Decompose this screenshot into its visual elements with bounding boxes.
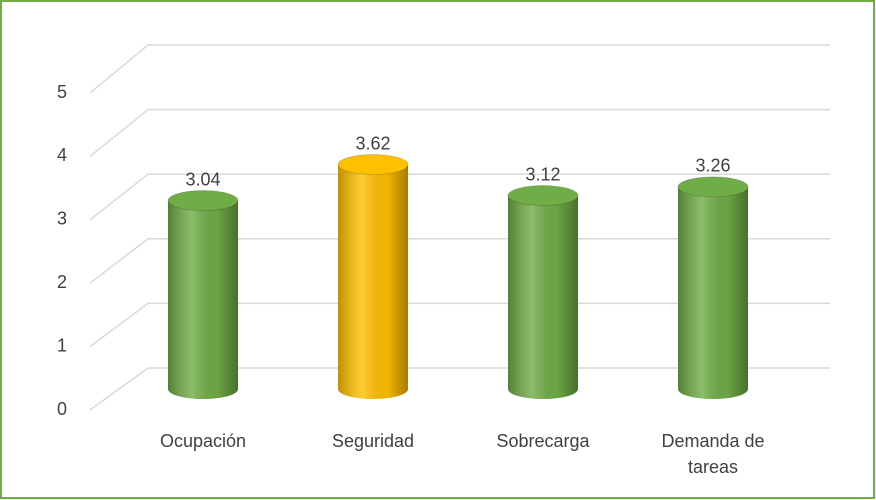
bar-shade	[508, 195, 578, 399]
y-tick-label: 4	[57, 145, 67, 165]
bar-shade	[338, 164, 408, 399]
x-tick-label: Demanda de tareas	[661, 431, 764, 477]
bar-top	[337, 154, 409, 176]
grid-line	[89, 108, 830, 157]
bar-top	[167, 190, 239, 212]
y-tick-label: 2	[57, 272, 67, 292]
value-label: 3.62	[355, 133, 390, 153]
y-tick-label: 5	[57, 82, 67, 102]
bar-top	[507, 185, 579, 207]
bar-shade	[678, 186, 748, 399]
value-label: 3.04	[185, 169, 220, 189]
grid-line	[89, 173, 830, 221]
bar-top	[677, 176, 749, 198]
x-tick-label: Ocupación	[160, 431, 246, 451]
x-tick-label: Seguridad	[332, 431, 414, 451]
y-tick-label: 1	[57, 335, 67, 355]
value-label: 3.12	[525, 164, 560, 184]
bar-shade	[168, 200, 238, 399]
grid-line	[89, 302, 830, 348]
x-tick-label: Sobrecarga	[496, 431, 590, 451]
grid-line	[89, 238, 830, 284]
y-tick-label: 3	[57, 209, 67, 229]
value-label: 3.26	[695, 156, 730, 176]
y-tick-label: 0	[57, 399, 67, 419]
grid-line	[89, 367, 830, 411]
grid-line	[89, 44, 830, 94]
